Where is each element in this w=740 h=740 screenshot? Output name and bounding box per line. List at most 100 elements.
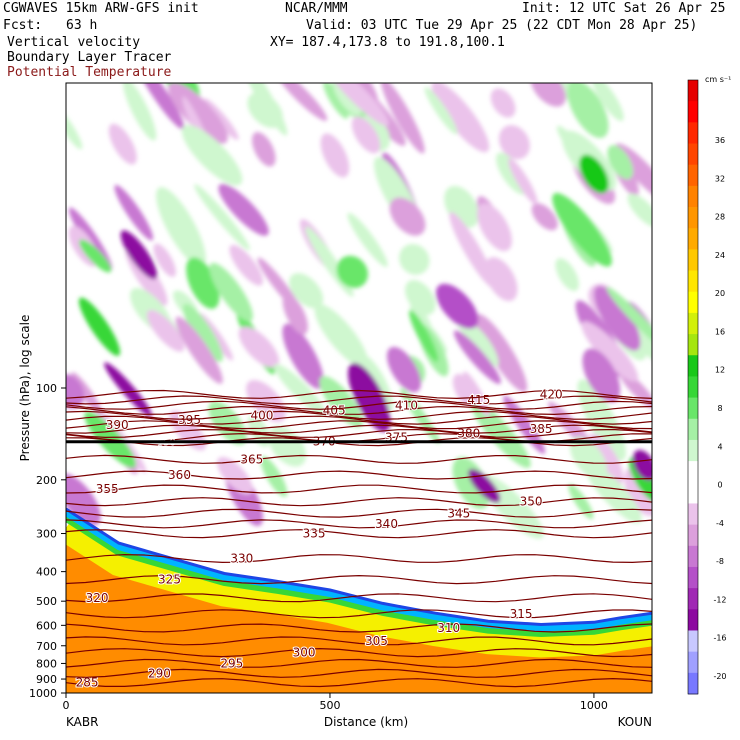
velocity-cell (79, 239, 112, 273)
colorbar-swatch (688, 461, 698, 483)
velocity-cell (470, 399, 531, 468)
colorbar-label: -16 (713, 634, 726, 643)
x-tick-label: 500 (319, 699, 340, 712)
theta-contour-label: 350 (520, 495, 543, 509)
colorbar-swatch (688, 651, 698, 674)
colorbar-label: 24 (715, 251, 725, 260)
colorbar-swatch (688, 355, 698, 377)
y-tick-label: 200 (36, 474, 57, 487)
colorbar-label: 28 (715, 213, 725, 222)
velocity-cell (251, 132, 276, 167)
velocity-cell (490, 88, 516, 118)
forecast-label: Fcst: (3, 18, 43, 33)
theta-contour-label: 400 (250, 408, 273, 422)
velocity-cell (108, 123, 137, 165)
theta-contour (66, 553, 652, 564)
model-title: CGWAVES 15km ARW-GFS init (3, 1, 199, 16)
colorbar-swatch (688, 207, 698, 229)
theta-contour (66, 623, 652, 633)
velocity-cell (182, 303, 223, 362)
colorbar-frame (687, 79, 699, 695)
velocity-cell (217, 456, 253, 495)
colorbar-swatch (688, 228, 698, 250)
velocity-cell (484, 257, 518, 302)
theta-contour (66, 677, 652, 688)
y-tick-label: 300 (36, 528, 57, 541)
theta-contour-label: 345 (447, 506, 470, 520)
theta-contour-label: 315 (510, 607, 533, 621)
velocity-cell (66, 473, 101, 526)
colorbar: 36 32 28 24 20 16 12 8 4 0 -4 -8 -12 -16 -20 (687, 79, 727, 695)
theta-contour-label: 395 (178, 413, 201, 427)
velocity-cell (175, 316, 223, 384)
colorbar-swatch (688, 439, 698, 462)
velocity-cell (282, 323, 324, 389)
velocity-cell (218, 183, 269, 236)
theta-contour (66, 424, 652, 434)
colorbar-swatch (688, 101, 698, 123)
velocity-cell (607, 145, 634, 180)
distance-axis: 0 500 1000 (63, 693, 608, 712)
colorbar-swatch (688, 524, 698, 547)
theta-contour (66, 428, 652, 439)
velocity-cell (592, 83, 624, 122)
theta-contour (66, 415, 652, 425)
velocity-cell (452, 457, 490, 509)
boundary-layer-cyan-band (66, 510, 652, 632)
theta-contour-label: 405 (323, 404, 346, 418)
boundary-layer-yellow-band (66, 516, 652, 658)
velocity-cell (274, 83, 328, 121)
x-tick-label: 1000 (580, 699, 608, 712)
y-tick-label: 1000 (29, 687, 57, 700)
theta-contour-label: 360 (168, 468, 191, 482)
velocity-cell (347, 212, 388, 267)
velocity-cell (468, 323, 499, 367)
velocity-cell (569, 436, 607, 480)
colorbar-label: 12 (715, 366, 725, 375)
velocity-cell (593, 286, 641, 351)
velocity-cell (449, 212, 496, 288)
velocity-cell (320, 133, 350, 178)
theta-contour (66, 410, 652, 420)
velocity-cell (530, 83, 566, 107)
y-tick-label: 800 (36, 657, 57, 670)
x-axis-label: Distance (km) (324, 715, 408, 729)
theta-contour (66, 395, 652, 405)
colorbar-swatch (688, 418, 698, 441)
theta-contour-label: 325 (158, 573, 181, 587)
velocity-cell (386, 346, 422, 393)
velocity-cell (203, 98, 239, 140)
colorbar-swatch (688, 185, 698, 208)
colorbar-label: 16 (715, 327, 725, 336)
velocity-cell (503, 395, 546, 454)
theta-contour-label: 295 (220, 656, 243, 670)
theta-contour-label: 420 (540, 388, 563, 402)
x-tick-label: 0 (63, 699, 70, 712)
theta-contour-label: 380 (457, 427, 480, 441)
theta-contour (66, 508, 652, 518)
velocity-cell (582, 348, 621, 403)
colorbar-label: 32 (715, 174, 725, 183)
valid-time: Valid: 03 UTC Tue 29 Apr 25 (22 CDT Mon … (306, 18, 698, 33)
y-tick-label: 400 (36, 566, 57, 579)
colorbar-swatch (688, 482, 698, 504)
boundary-layer-blue-edge (66, 507, 652, 627)
velocity-cell (632, 450, 652, 481)
velocity-cell (380, 83, 425, 154)
colorbar-label: -12 (713, 595, 726, 604)
theta-contour-label: 385 (530, 422, 553, 436)
colorbar-label: 0 (717, 481, 722, 490)
theta-contour (66, 636, 652, 646)
velocity-cell (619, 370, 652, 409)
colorbar-swatch (688, 376, 698, 398)
theta-contour (66, 609, 652, 619)
theta-contour-label: 330 (230, 552, 253, 566)
velocity-cell (114, 184, 154, 241)
velocity-cell (453, 330, 501, 384)
velocity-cell (431, 83, 490, 153)
colorbar-swatch (688, 609, 698, 631)
theta-contour-label: 410 (395, 398, 418, 412)
velocity-cell (156, 187, 206, 268)
forecast-hour: 63 h (66, 18, 98, 33)
theta-contour-label: 305 (365, 634, 388, 648)
